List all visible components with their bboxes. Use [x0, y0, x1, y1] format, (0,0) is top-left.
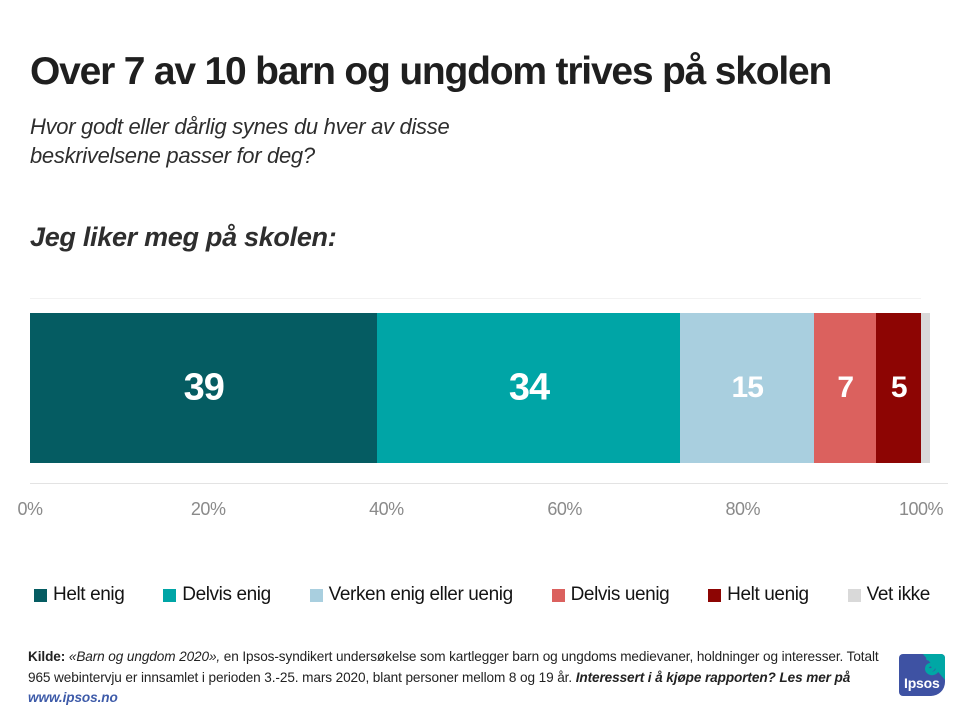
survey-question-line-2: beskrivelsene passer for deg?: [30, 143, 315, 168]
legend-label: Delvis uenig: [570, 584, 670, 605]
legend-swatch: [847, 588, 861, 602]
ipsos-link[interactable]: www.ipsos.no: [28, 690, 118, 706]
bar-value-label: 34: [508, 366, 550, 409]
legend-label: Delvis enig: [182, 584, 271, 605]
legend-label: Helt enig: [53, 584, 125, 605]
bar-segment-helt-uenig: 5: [876, 313, 921, 463]
source-report-title: «Barn og ungdom 2020»,: [68, 649, 221, 664]
x-axis-ticks: 0% 20% 40% 60% 80% 100%: [17, 499, 943, 521]
axis-tick-80: 80%: [725, 499, 761, 519]
ipsos-logo: Ipsos: [899, 654, 945, 696]
axis-tick-40: 40%: [369, 499, 404, 519]
bar-value-label: 15: [731, 371, 764, 404]
source-body: en Ipsos-syndikert undersøkelse som kart…: [28, 649, 879, 685]
stacked-bar-chart: 39 34 15 7 5 0% 20% 40% 60% 80% 100%: [17, 298, 948, 519]
bar-value-label: 7: [837, 371, 854, 404]
legend-item-helt-enig: Helt enig: [34, 584, 125, 606]
bar-segment-vet-ikke: [921, 313, 930, 463]
source-cta: Interessert i å kjøpe rapporten? Les mer…: [575, 669, 851, 685]
x-axis-line: [30, 483, 948, 484]
survey-question-line-1: Hvor godt eller dårlig synes du hver av …: [30, 114, 450, 139]
axis-tick-0: 0%: [17, 499, 43, 519]
legend-label: Vet ikke: [866, 584, 931, 605]
bar-segment-helt-enig: 39: [30, 313, 378, 463]
page-title: Over 7 av 10 barn og ungdom trives på sk…: [30, 50, 832, 93]
axis-tick-60: 60%: [547, 499, 582, 519]
ipsos-logo-curl: [925, 656, 941, 676]
legend: Helt enig Delvis enig Verken enig eller ue…: [34, 584, 930, 606]
chart-title: Jeg liker meg på skolen:: [30, 222, 337, 252]
bar-value-label: 39: [183, 366, 225, 409]
survey-question: Hvor godt eller dårlig synes du hver av …: [30, 112, 450, 170]
source-label: Kilde:: [28, 649, 66, 664]
ipsos-logo-text: Ipsos: [904, 675, 940, 691]
legend-item-delvis-uenig: Delvis uenig: [551, 584, 670, 606]
legend-swatch: [551, 588, 565, 602]
legend-item-delvis-enig: Delvis enig: [163, 584, 271, 606]
legend-swatch: [163, 588, 177, 602]
bar-segment-verken-enig-eller-uenig: 15: [680, 313, 815, 463]
legend-item-vet-ikke: Vet ikke: [847, 584, 931, 606]
bar-segment-delvis-uenig: 7: [814, 313, 877, 463]
legend-item-verken-enig-eller-uenig: Verken enig eller uenig: [309, 584, 514, 606]
legend-item-helt-uenig: Helt uenig: [708, 584, 809, 606]
legend-label: Verken enig eller uenig: [328, 584, 514, 605]
axis-tick-100: 100%: [898, 499, 944, 519]
bar-value-label: 5: [890, 371, 908, 404]
source-note: Kilde: «Barn og ungdom 2020», en Ipsos-s…: [28, 647, 884, 709]
legend-swatch: [708, 588, 722, 602]
legend-swatch: [309, 588, 323, 602]
stacked-bar: 39 34 15 7 5: [30, 313, 930, 463]
legend-swatch: [34, 588, 47, 602]
axis-tick-20: 20%: [190, 499, 226, 519]
legend-label: Helt uenig: [727, 584, 809, 605]
bar-segment-delvis-enig: 34: [377, 313, 681, 463]
